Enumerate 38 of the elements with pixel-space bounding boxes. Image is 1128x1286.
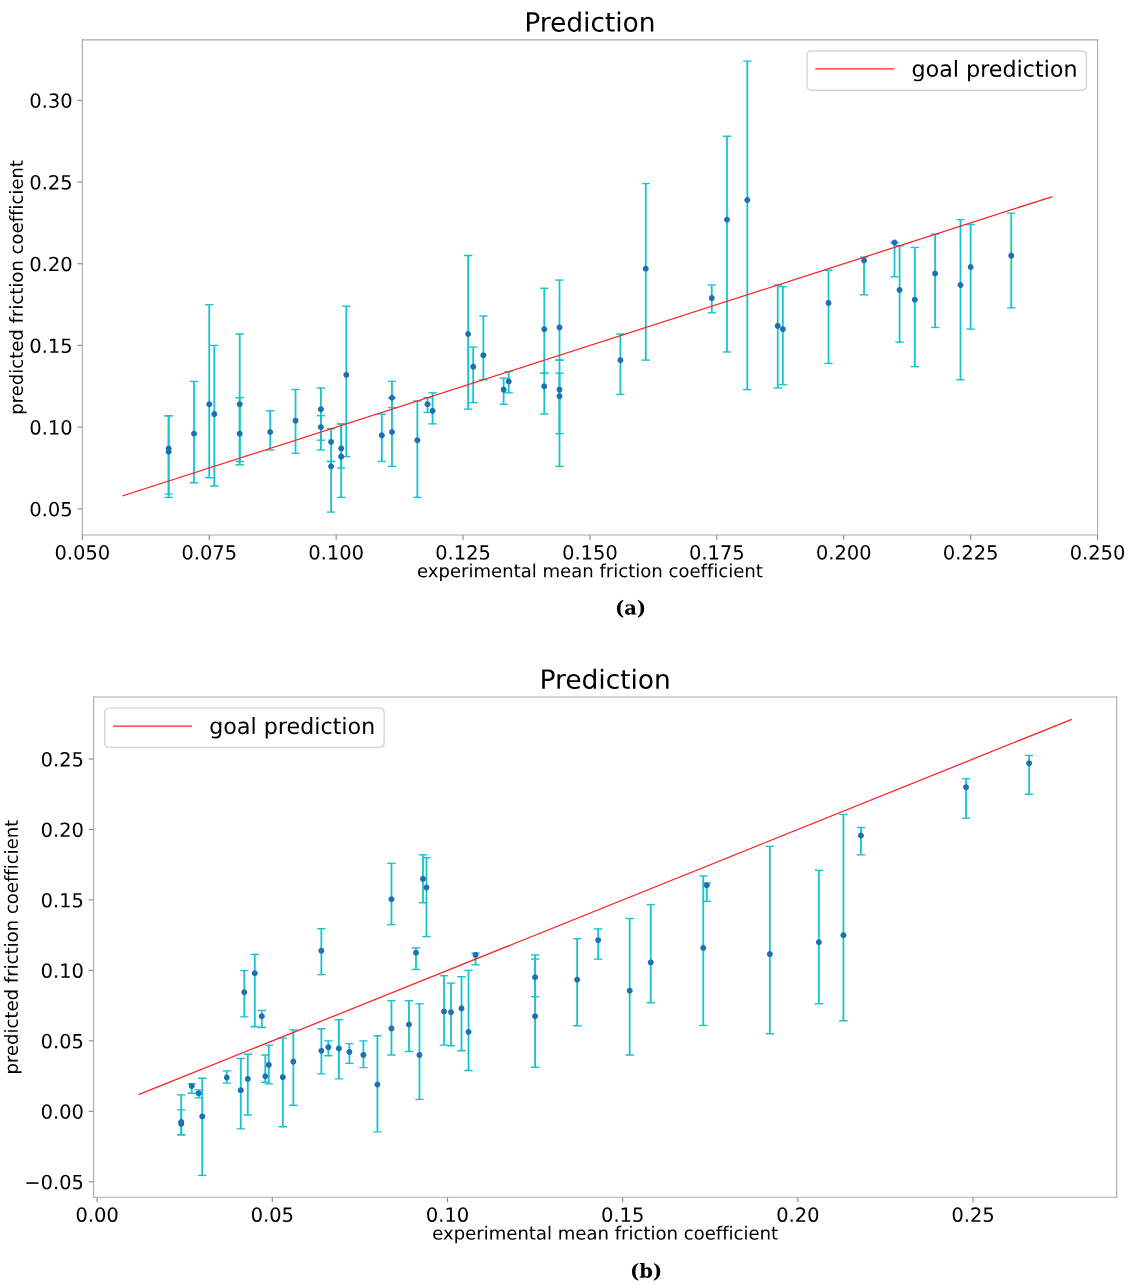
x-tick-label: 0.10 — [427, 1207, 468, 1223]
x-axis-title: experimental mean friction coefficient — [433, 1225, 778, 1244]
y-tick-label: 0.10 — [30, 420, 72, 435]
x-tick-label: 0.225 — [944, 545, 997, 560]
y-tick-label: 0.30 — [30, 93, 72, 108]
y-tick-label: 0.05 — [41, 1033, 83, 1049]
x-tick-label: 0.00 — [76, 1207, 118, 1223]
y-tick-label: 0.15 — [30, 338, 71, 354]
x-tick-label: 0.20 — [777, 1207, 819, 1223]
y-tick-label: 0.25 — [30, 174, 71, 190]
text: (a) — [616, 599, 645, 618]
y-tick-label: 0.00 — [41, 1104, 83, 1119]
x-tick-label: 0.200 — [817, 545, 871, 560]
chart-title: Prediction — [542, 668, 669, 690]
y-tick-label: 0.05 — [30, 501, 71, 517]
y-tick-label: −0.05 — [26, 1174, 83, 1190]
y-tick-label: 0.15 — [41, 892, 83, 908]
x-tick-label: 0.175 — [690, 545, 743, 560]
y-axis-title: predicted friction coefficient — [4, 820, 22, 1073]
x-tick-label: 0.050 — [55, 545, 109, 560]
x-tick-label: 0.075 — [182, 545, 236, 560]
x-tick-label: 0.05 — [251, 1207, 293, 1223]
y-axis-title: predicted friction coefficient — [9, 160, 27, 414]
y-tick-label: 0.20 — [41, 822, 83, 838]
x-tick-label: 0.150 — [563, 545, 617, 560]
chart-title: Prediction — [526, 11, 654, 32]
y-tick-label: 0.20 — [30, 256, 72, 272]
x-tick-label: 0.15 — [602, 1207, 643, 1223]
x-axis-title: experimental mean friction coefficient — [417, 563, 763, 581]
text: (b) — [631, 1262, 661, 1281]
legend-label: goal prediction — [210, 717, 374, 739]
x-tick-label: 0.100 — [309, 545, 363, 560]
x-tick-label: 0.125 — [436, 545, 490, 560]
legend-label: goal prediction — [912, 59, 1076, 82]
y-tick-label: 0.25 — [41, 751, 83, 767]
y-tick-label: 0.10 — [41, 963, 83, 979]
x-tick-label: 0.250 — [1070, 545, 1125, 560]
x-tick-label: 0.25 — [952, 1207, 994, 1223]
